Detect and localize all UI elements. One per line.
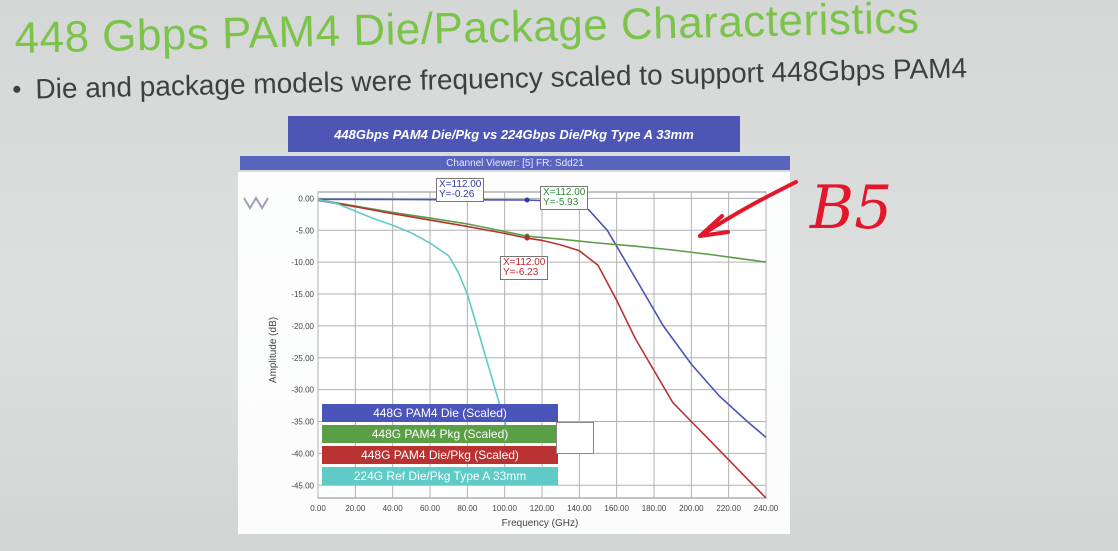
- y-tick-label: -30.00: [291, 386, 314, 395]
- marker-point-2: [524, 235, 530, 241]
- x-tick-label: 80.00: [457, 504, 478, 513]
- y-tick-label: -40.00: [291, 449, 314, 458]
- axis-ticks: 0.00 20.00 40.00 60.00 80.00 100.00 120.00 140.…: [291, 194, 778, 513]
- x-axis-label: Frequency (GHz): [502, 518, 579, 529]
- vendor-logo-icon: [243, 196, 269, 210]
- series-line-2: [317, 199, 767, 499]
- x-tick-label: 220.00: [716, 504, 741, 513]
- marker-readout-die: X=112.00 Y=-0.26: [436, 178, 485, 202]
- x-tick-label: 120.00: [530, 504, 555, 513]
- x-tick-label: 20.00: [345, 504, 366, 513]
- x-tick-label: 240.00: [754, 504, 779, 513]
- x-tick-label: 140.00: [567, 504, 592, 513]
- handwritten-arrow-icon: [698, 180, 798, 238]
- y-axis-label: Amplitude (dB): [268, 317, 279, 383]
- y-tick-label: -15.00: [291, 290, 314, 299]
- cursor-markers: [524, 197, 530, 241]
- y-tick-label: -10.00: [291, 258, 314, 267]
- series-lines: [317, 198, 767, 499]
- y-tick-label: 0.00: [298, 194, 314, 203]
- y-tick-label: -45.00: [291, 481, 314, 490]
- handwritten-note: B5: [809, 173, 892, 243]
- y-tick-label: -35.00: [291, 418, 314, 427]
- x-tick-label: 180.00: [642, 504, 667, 513]
- legend-item-224g-ref: 224G Ref Die/Pkg Type A 33mm: [322, 467, 558, 485]
- chart-legend: 448G PAM4 Die (Scaled) 448G PAM4 Pkg (Sc…: [322, 404, 558, 488]
- channel-viewer-bar: Channel Viewer: [5] FR: Sdd21: [240, 156, 790, 170]
- y-tick-label: -20.00: [291, 322, 314, 331]
- y-tick-label: -5.00: [296, 226, 315, 235]
- x-tick-label: 200.00: [679, 504, 704, 513]
- legend-item-pkg: 448G PAM4 Pkg (Scaled): [322, 425, 558, 443]
- x-tick-label: 40.00: [383, 504, 404, 513]
- x-tick-label: 160.00: [604, 504, 629, 513]
- chart-header: 448Gbps PAM4 Die/Pkg vs 224Gbps Die/Pkg …: [288, 116, 740, 152]
- marker-readout-die-pkg: X=112.00 Y=-6.23: [500, 256, 549, 280]
- series-line-3: [317, 198, 512, 441]
- y-tick-label: -25.00: [291, 354, 314, 363]
- x-tick-label: 0.00: [310, 504, 326, 513]
- legend-readout-box: [556, 422, 594, 454]
- series-line-1: [317, 198, 767, 263]
- series-line-0: [317, 198, 767, 439]
- x-tick-label: 60.00: [420, 504, 441, 513]
- x-tick-label: 100.00: [492, 504, 517, 513]
- marker-readout-pkg: X=112.00 Y=-5.93: [540, 186, 589, 210]
- legend-item-die: 448G PAM4 Die (Scaled): [322, 404, 558, 422]
- legend-item-die-pkg: 448G PAM4 Die/Pkg (Scaled): [322, 446, 558, 464]
- marker-point-0: [524, 197, 530, 203]
